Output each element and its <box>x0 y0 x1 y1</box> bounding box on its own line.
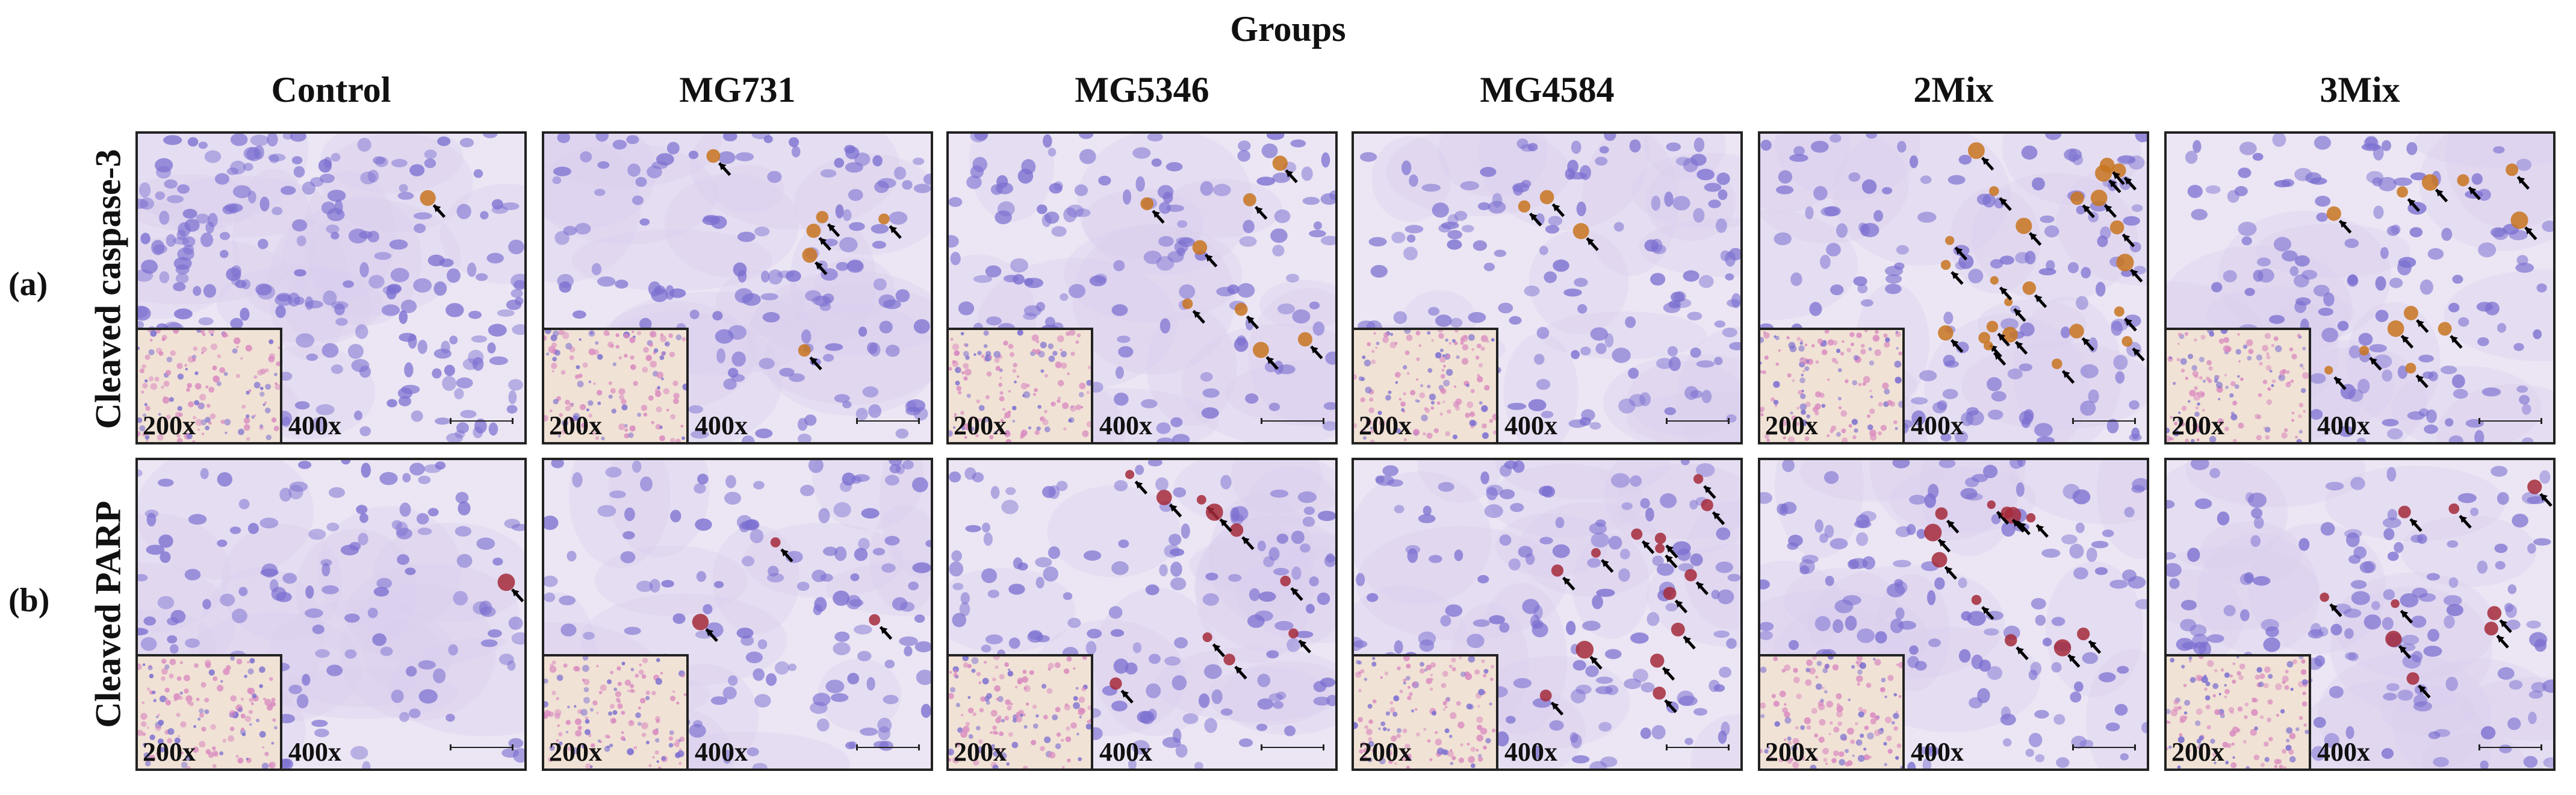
inset-magnification-label: 200x <box>1765 737 1818 767</box>
inset-200x-parp-control: 200x <box>138 654 282 768</box>
main-magnification-label: 400x <box>1911 737 1964 767</box>
inset-magnification-label: 200x <box>954 411 1007 440</box>
scale-bar <box>1261 744 1324 750</box>
inset-magnification-label: 200x <box>2171 411 2224 440</box>
micrograph-parp-control: 200x 400x <box>135 458 527 771</box>
micrograph-caspase-3-control: 200x 400x <box>135 131 527 444</box>
inset-200x-parp-mg731: 200x <box>544 654 689 768</box>
column-header-mg4584: MG4584 <box>1480 70 1615 110</box>
main-magnification-label: 400x <box>1911 411 1964 440</box>
row-letter-a: (a) <box>8 266 48 303</box>
inset-magnification-label: 200x <box>1765 411 1818 440</box>
main-magnification-label: 400x <box>2317 411 2370 440</box>
inset-200x-caspase-3-mg4584: 200x <box>1354 328 1498 442</box>
main-magnification-label: 400x <box>1504 737 1557 767</box>
row-label-cleaved-caspase-3: Cleaved caspase-3 <box>88 149 128 429</box>
inset-magnification-label: 200x <box>954 737 1007 767</box>
column-header-2mix: 2Mix <box>1913 70 1994 110</box>
column-header-control: Control <box>271 70 391 110</box>
main-magnification-label: 400x <box>288 737 341 767</box>
main-magnification-label: 400x <box>288 411 341 440</box>
scale-bar <box>2478 744 2542 750</box>
scale-bar <box>450 744 514 750</box>
scale-bar <box>2072 744 2136 750</box>
inset-200x-caspase-3-mg731: 200x <box>544 328 689 442</box>
micrograph-parp-3mix: 200x 400x <box>2164 458 2556 771</box>
micrograph-caspase-3-mg731: 200x 400x <box>542 131 933 444</box>
inset-200x-caspase-3-3mix: 200x <box>2167 328 2311 442</box>
micrograph-caspase-3-2mix: 200x 400x <box>1758 131 2149 444</box>
scale-bar <box>1666 744 1730 750</box>
main-magnification-label: 400x <box>695 737 748 767</box>
inset-magnification-label: 200x <box>143 411 196 440</box>
micrograph-parp-mg731: 200x 400x <box>542 458 933 771</box>
scale-bar <box>2478 418 2542 424</box>
inset-200x-parp-3mix: 200x <box>2167 654 2311 768</box>
micrograph-parp-2mix: 200x 400x <box>1758 458 2149 771</box>
inset-magnification-label: 200x <box>549 411 602 440</box>
micrograph-parp-mg4584: 200x 400x <box>1352 458 1743 771</box>
inset-magnification-label: 200x <box>143 737 196 767</box>
micrograph-caspase-3-mg4584: 200x 400x <box>1352 131 1743 444</box>
scale-bar <box>1261 418 1324 424</box>
micrograph-caspase-3-3mix: 200x 400x <box>2164 131 2556 444</box>
inset-magnification-label: 200x <box>2171 737 2224 767</box>
micrograph-parp-mg5346: 200x 400x <box>946 458 1338 771</box>
inset-200x-caspase-3-mg5346: 200x <box>949 328 1093 442</box>
inset-200x-caspase-3-2mix: 200x <box>1760 328 1905 442</box>
scale-bar <box>856 418 920 424</box>
inset-magnification-label: 200x <box>549 737 602 767</box>
scale-bar <box>2072 418 2136 424</box>
inset-200x-parp-mg5346: 200x <box>949 654 1093 768</box>
micrograph-caspase-3-mg5346: 200x 400x <box>946 131 1338 444</box>
main-magnification-label: 400x <box>1504 411 1557 440</box>
scale-bar <box>450 418 514 424</box>
inset-magnification-label: 200x <box>1359 411 1412 440</box>
scale-bar <box>1666 418 1730 424</box>
inset-magnification-label: 200x <box>1359 737 1412 767</box>
row-label-cleaved-parp: Cleaved PARP <box>88 500 128 728</box>
column-header-3mix: 3Mix <box>2320 70 2400 110</box>
figure-title: Groups <box>1230 9 1346 49</box>
main-magnification-label: 400x <box>2317 737 2370 767</box>
main-magnification-label: 400x <box>1099 737 1152 767</box>
inset-200x-parp-mg4584: 200x <box>1354 654 1498 768</box>
main-magnification-label: 400x <box>695 411 748 440</box>
main-magnification-label: 400x <box>1099 411 1152 440</box>
inset-200x-parp-2mix: 200x <box>1760 654 1905 768</box>
column-header-mg731: MG731 <box>679 70 796 110</box>
column-header-mg5346: MG5346 <box>1075 70 1209 110</box>
inset-200x-caspase-3-control: 200x <box>138 328 282 442</box>
scale-bar <box>856 744 920 750</box>
row-letter-b: (b) <box>8 582 50 619</box>
